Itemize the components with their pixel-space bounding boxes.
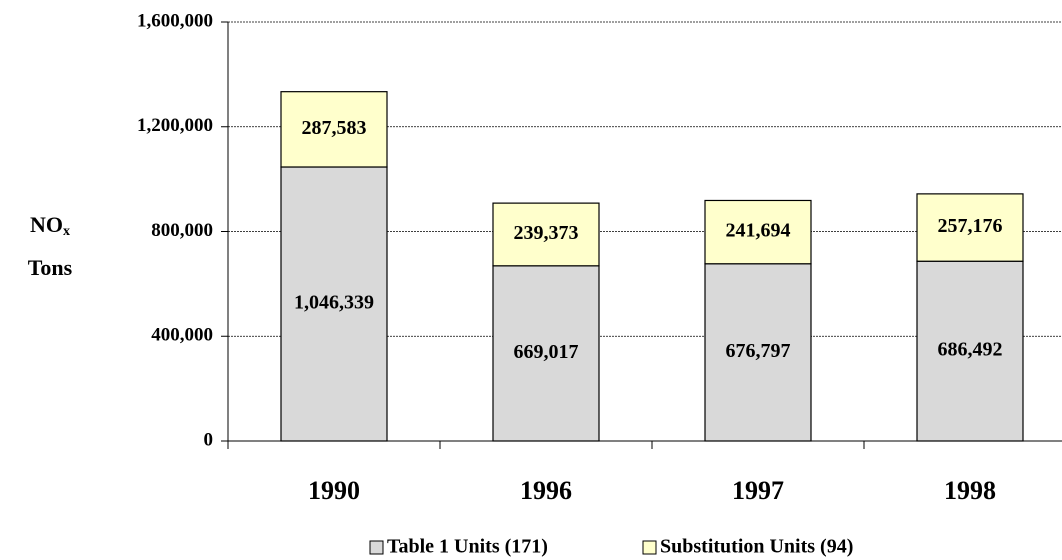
y-axis-label: NOx: [30, 212, 70, 239]
y-axis-label-subscript: x: [63, 224, 70, 239]
legend-label: Substitution Units (94): [660, 536, 853, 558]
y-tick-label: 800,000: [151, 220, 213, 241]
value-label: 239,373: [514, 222, 579, 244]
bar-segment: [280, 91, 388, 168]
value-label: 669,017: [514, 341, 579, 363]
value-label: 257,176: [938, 215, 1003, 237]
bar-segment: [704, 263, 812, 442]
y-axis-unit: Tons: [28, 255, 73, 280]
y-axis-label-main: NO: [30, 212, 63, 237]
x-tick-label: 1997: [732, 476, 784, 505]
value-label: 676,797: [726, 340, 791, 362]
x-tick-label: 1990: [308, 476, 360, 505]
bar-segment: [280, 166, 388, 442]
value-label: 241,694: [726, 220, 791, 242]
value-label: 287,583: [302, 117, 367, 139]
y-tick-label: 1,200,000: [137, 115, 213, 136]
x-tick-label: 1996: [520, 476, 572, 505]
legend-swatch: [642, 540, 657, 555]
legend-swatch: [369, 540, 384, 555]
y-tick-label: 400,000: [151, 325, 213, 346]
legend-label: Table 1 Units (171): [387, 536, 548, 558]
bar-segment: [492, 265, 600, 442]
bar-segment: [704, 199, 812, 265]
value-label: 1,046,339: [294, 292, 374, 314]
value-label: 686,492: [938, 339, 1003, 361]
bar-segment: [916, 193, 1024, 262]
y-tick-label: 0: [204, 429, 214, 450]
x-tick-label: 1998: [944, 476, 996, 505]
y-tick-label: 1,600,000: [137, 10, 213, 31]
bar-segment: [492, 202, 600, 267]
